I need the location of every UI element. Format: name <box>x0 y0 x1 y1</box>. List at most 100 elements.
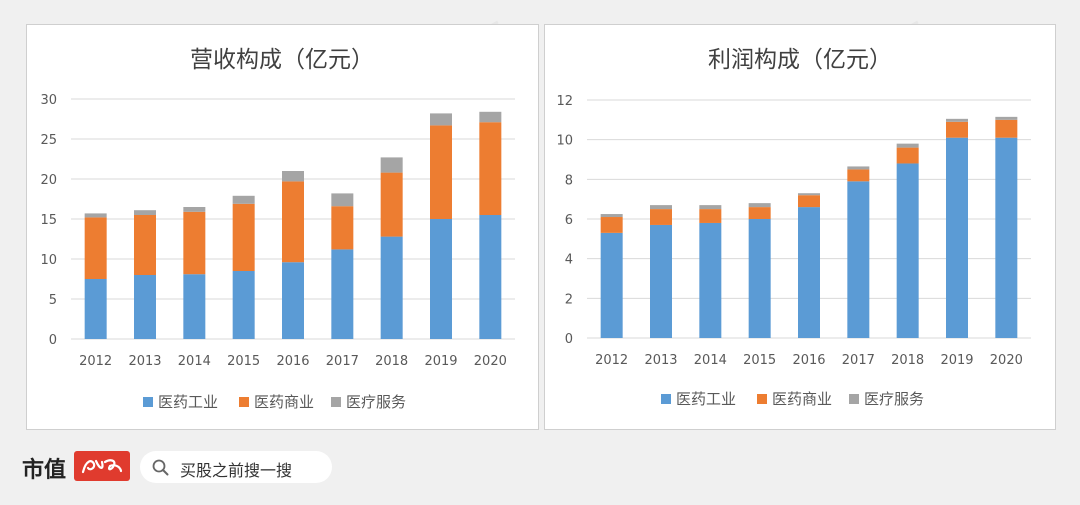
y-tick-label: 15 <box>40 213 57 228</box>
y-tick-label: 25 <box>40 133 57 148</box>
revenue-chart: 营收构成（亿元） 0 5 10 15 20 25 30 2012 2013 2014 2015 2016… <box>40 47 515 411</box>
y-tick-label: 6 <box>565 213 573 228</box>
x-tick-label: 2018 <box>891 353 924 368</box>
bar-industry-2012 <box>84 279 107 339</box>
legend-swatch-industry <box>661 394 671 404</box>
x-tick-label: 2017 <box>326 354 359 369</box>
x-tick-label: 2015 <box>743 353 776 368</box>
chart-title: 营收构成（亿元） <box>190 47 374 73</box>
bar-industry-2012 <box>600 232 623 338</box>
bar-service-2019 <box>946 118 968 122</box>
search-text: 买股之前搜一搜 <box>180 461 293 480</box>
revenue-chart-panel: 营收构成（亿元） 0 5 10 15 20 25 30 2012 2013 2014 2015 2016… <box>26 24 539 430</box>
y-tick-label: 30 <box>40 93 57 108</box>
x-tick-label: 2019 <box>424 354 457 369</box>
bar-commercial-2019 <box>946 121 968 138</box>
bar-commercial-2016 <box>282 181 304 263</box>
bar-industry-2015 <box>748 219 771 338</box>
x-tick-label: 2017 <box>842 353 875 368</box>
x-tick-label: 2012 <box>79 354 112 369</box>
bar-commercial-2018 <box>380 172 403 237</box>
legend-swatch-service <box>849 394 859 404</box>
bar-industry-2013 <box>650 224 672 338</box>
legend-label-industry: 医药工业 <box>676 390 736 408</box>
bar-service-2014 <box>699 205 722 210</box>
profit-chart-panel: 利润构成（亿元） 0 2 4 6 8 10 12 2012 2013 2014 2015 2016 201… <box>544 24 1056 430</box>
bar-commercial-2017 <box>847 169 870 182</box>
bar-service-2016 <box>282 171 304 182</box>
logo-script-icon <box>81 459 123 474</box>
x-tick-label: 2018 <box>375 354 408 369</box>
bar-service-2020 <box>995 116 1018 120</box>
bar-service-2017 <box>847 166 870 170</box>
bar-commercial-2019 <box>430 125 452 219</box>
bar-commercial-2014 <box>699 209 722 223</box>
profit-chart: 利润构成（亿元） 0 2 4 6 8 10 12 2012 2013 2014 2015 2016 201… <box>556 47 1031 408</box>
bar-industry-2019 <box>946 137 968 338</box>
y-tick-label: 12 <box>556 94 573 109</box>
bar-commercial-2015 <box>748 207 771 219</box>
bar-service-2013 <box>650 205 672 210</box>
chart-title: 利润构成（亿元） <box>708 47 892 73</box>
bar-service-2019 <box>430 113 452 126</box>
bar-service-2014 <box>183 207 206 212</box>
bar-commercial-2018 <box>896 147 919 164</box>
bar-industry-2017 <box>847 181 870 338</box>
x-tick-label: 2016 <box>276 354 309 369</box>
bar-commercial-2015 <box>232 203 255 271</box>
y-tick-label: 8 <box>565 173 573 188</box>
bar-industry-2015 <box>232 271 255 339</box>
brand-logo <box>74 451 130 481</box>
brand-name: 市值 <box>22 458 67 483</box>
bar-service-2016 <box>798 193 820 196</box>
legend-label-commercial: 医药商业 <box>254 393 314 411</box>
bar-commercial-2017 <box>331 206 354 250</box>
x-tick-label: 2013 <box>644 353 677 368</box>
bar-service-2015 <box>232 195 255 204</box>
x-tick-label: 2020 <box>474 354 507 369</box>
footer-bar: 市值 买股之前搜一搜 <box>0 432 1080 505</box>
legend-label-industry: 医药工业 <box>158 393 218 411</box>
bar-service-2012 <box>84 213 107 218</box>
legend-swatch-commercial <box>239 397 249 407</box>
y-tick-label: 5 <box>49 293 57 308</box>
bar-commercial-2013 <box>134 215 156 275</box>
bar-industry-2014 <box>699 222 722 338</box>
bar-industry-2020 <box>479 215 502 339</box>
bar-commercial-2016 <box>798 195 820 208</box>
bar-commercial-2014 <box>183 211 206 275</box>
bar-commercial-2020 <box>479 122 502 215</box>
bar-service-2015 <box>748 203 771 208</box>
legend-swatch-industry <box>143 397 153 407</box>
bar-service-2012 <box>600 214 623 218</box>
legend-swatch-commercial <box>757 394 767 404</box>
bar-commercial-2012 <box>600 217 623 233</box>
bar-service-2020 <box>479 111 502 123</box>
bar-commercial-2020 <box>995 119 1018 138</box>
y-tick-label: 10 <box>40 253 57 268</box>
bar-industry-2014 <box>183 274 206 339</box>
legend-label-service: 医疗服务 <box>864 390 924 408</box>
search-box[interactable]: 买股之前搜一搜 <box>140 451 332 483</box>
x-tick-label: 2012 <box>595 353 628 368</box>
y-tick-label: 2 <box>565 292 573 307</box>
x-tick-label: 2014 <box>694 353 727 368</box>
bar-service-2018 <box>380 157 403 173</box>
bar-industry-2018 <box>896 163 919 338</box>
x-tick-label: 2016 <box>792 353 825 368</box>
y-tick-label: 20 <box>40 173 57 188</box>
search-icon <box>152 459 169 476</box>
legend-label-service: 医疗服务 <box>346 393 406 411</box>
legend-label-commercial: 医药商业 <box>772 390 832 408</box>
bar-industry-2018 <box>380 236 403 339</box>
bar-commercial-2013 <box>650 209 672 225</box>
y-tick-label: 10 <box>556 134 573 149</box>
x-tick-label: 2020 <box>990 353 1023 368</box>
bar-commercial-2012 <box>84 217 107 279</box>
x-tick-label: 2019 <box>940 353 973 368</box>
x-tick-label: 2013 <box>128 354 161 369</box>
bar-industry-2016 <box>282 262 304 339</box>
bar-service-2017 <box>331 193 354 207</box>
bar-industry-2013 <box>134 275 156 339</box>
bar-service-2013 <box>134 210 156 215</box>
